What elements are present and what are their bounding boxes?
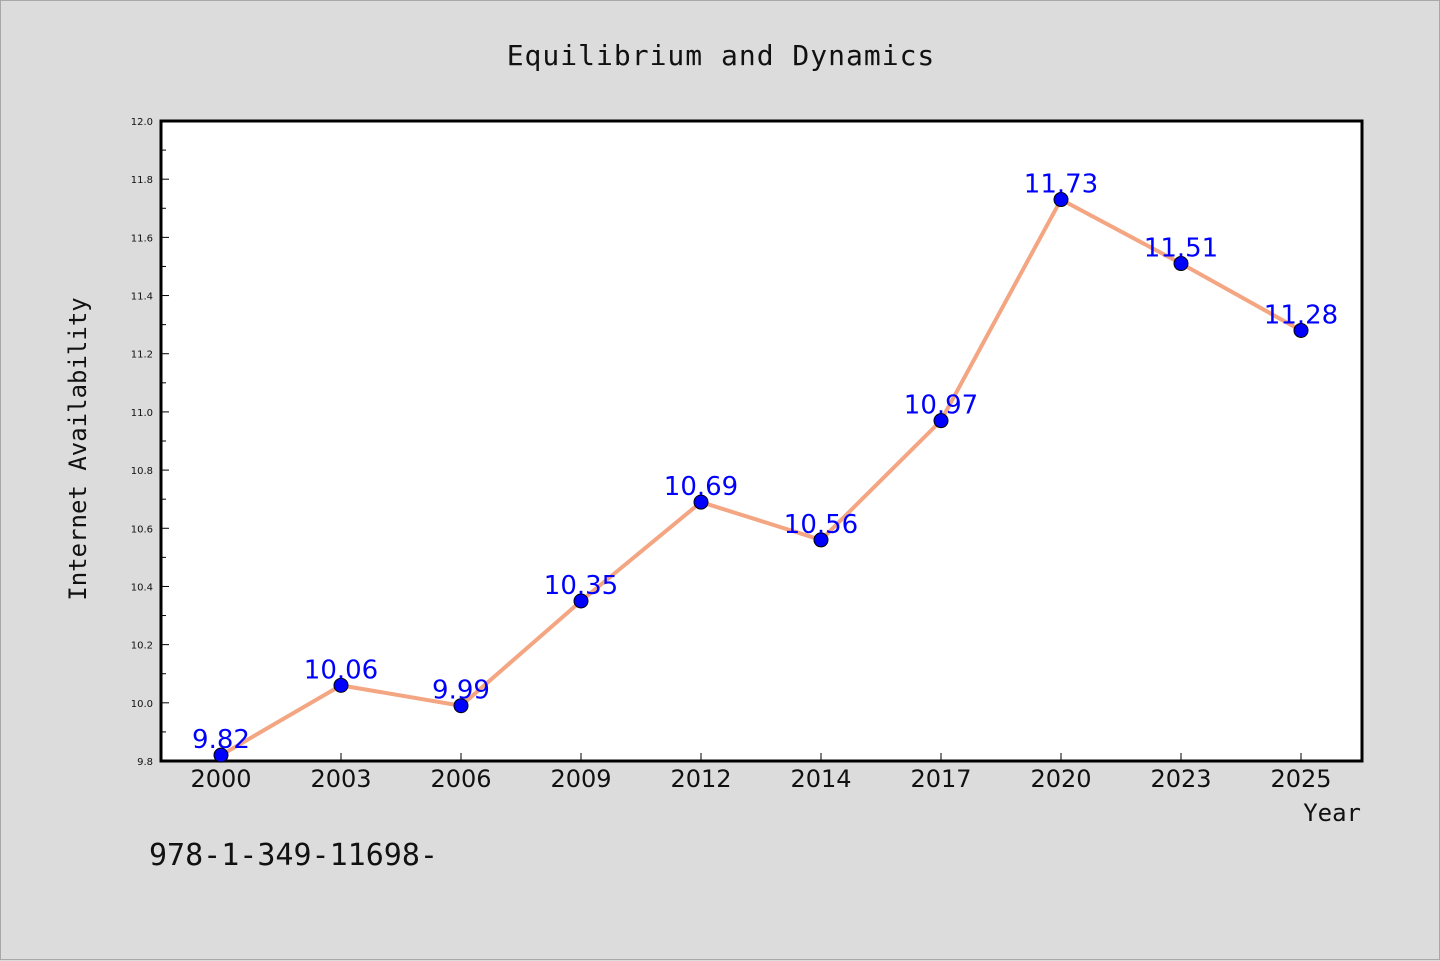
data-point: [1053, 192, 1069, 208]
chart-title: Equilibrium and Dynamics: [507, 39, 936, 72]
x-tick-label: 2009: [550, 765, 611, 793]
data-label: 10.06: [304, 655, 378, 685]
data-label: 11.51: [1144, 234, 1218, 264]
y-tick-label: 12.0: [131, 117, 153, 128]
data-label: 10.35: [544, 571, 618, 601]
data-point: [573, 593, 589, 609]
data-label: 9.82: [192, 725, 250, 755]
data-point: [333, 677, 349, 693]
y-tick-label: 9.8: [137, 757, 153, 768]
data-label: 10.69: [664, 472, 738, 502]
y-tick-label: 10.2: [131, 641, 153, 652]
x-axis: 2000 2003 2006 2009 2012 2014 2017 2020 2023 2025: [190, 753, 1332, 793]
x-tick-label: 2023: [1150, 765, 1211, 793]
y-tick-label: 11.4: [131, 292, 153, 303]
y-tick-label: 10.4: [131, 582, 153, 593]
plot-area: [159, 119, 1364, 763]
data-label: 9.99: [432, 676, 490, 706]
data-label: 10.56: [784, 510, 858, 540]
y-axis-label: Internet Availability: [64, 297, 92, 600]
data-point: [1293, 322, 1309, 338]
data-label: 11.73: [1024, 170, 1098, 200]
data-label: 10.97: [904, 391, 978, 421]
y-tick-label: 10.6: [131, 524, 153, 535]
series-line: [219, 197, 1302, 757]
y-tick-label: 11.8: [131, 175, 153, 186]
y-axis: 9.8 10.0 10.2 10.4 10.6 10.8 11.0 11.2 11.4 11.6 1…: [131, 117, 169, 768]
series-layer: 9.82 10.06 9.99 10.35 10.69 10.56 10.97 11.73 11…: [192, 170, 1338, 763]
x-tick-label: 2020: [1030, 765, 1091, 793]
x-axis-label: Year: [1303, 799, 1361, 827]
data-point: [453, 698, 469, 714]
y-tick-label: 10.0: [131, 699, 153, 710]
x-tick-label: 2000: [190, 765, 251, 793]
data-point: [813, 532, 829, 548]
footer-text: 978-1-349-11698-: [149, 838, 438, 873]
x-tick-label: 2006: [430, 765, 491, 793]
data-label: 11.28: [1264, 300, 1338, 330]
x-tick-label: 2012: [670, 765, 731, 793]
y-tick-label: 10.8: [131, 466, 153, 477]
y-tick-label: 11.0: [131, 408, 153, 419]
data-point: [213, 747, 229, 763]
x-tick-label: 2017: [910, 765, 971, 793]
data-point: [933, 413, 949, 429]
y-tick-label: 11.6: [131, 233, 153, 244]
x-tick-label: 2025: [1270, 765, 1331, 793]
x-tick-label: 2003: [310, 765, 371, 793]
x-tick-label: 2014: [790, 765, 851, 793]
y-tick-label: 11.2: [131, 350, 153, 361]
data-point: [693, 494, 709, 510]
data-point: [1173, 256, 1189, 272]
